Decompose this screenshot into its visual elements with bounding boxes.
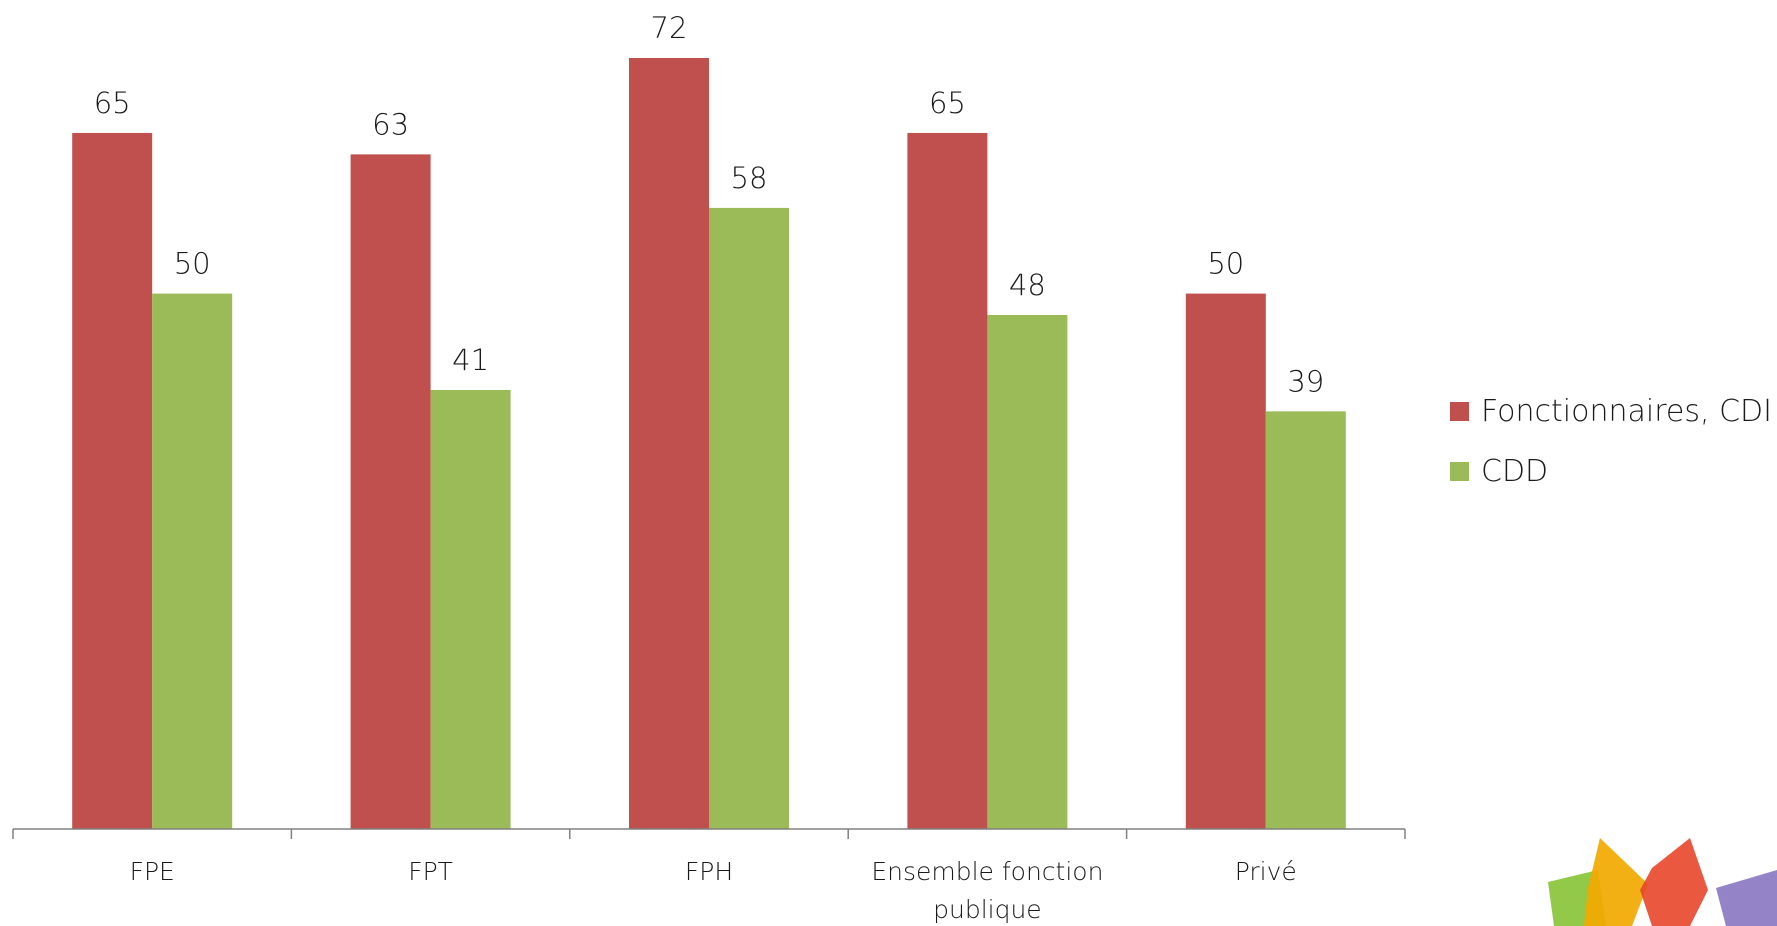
legend-item-fonctionnaires-cdi: Fonctionnaires, CDI	[1450, 393, 1772, 429]
data-label: 50	[1207, 247, 1244, 281]
data-label: 63	[372, 107, 409, 141]
category-labels-group: FPE FPT FPH Ensemble fonction publique Privé	[130, 857, 1297, 924]
bars-group	[72, 58, 1346, 830]
category-label: Privé	[1235, 857, 1297, 886]
legend-item-cdd: CDD	[1450, 453, 1772, 489]
data-label: 41	[452, 343, 489, 377]
data-label: 39	[1287, 364, 1324, 398]
colorful-squares-logo-icon	[1548, 838, 1777, 926]
legend-swatch-fonctionnaires-cdi	[1450, 401, 1469, 421]
category-label: publique	[933, 895, 1042, 924]
value-labels-group: 65 50 63 41 72 58 65 48 50 39	[94, 11, 1325, 398]
legend-label: Fonctionnaires, CDI	[1481, 393, 1772, 429]
category-label: Ensemble fonction	[871, 857, 1103, 886]
data-label: 48	[1009, 268, 1046, 302]
bar	[1265, 411, 1346, 829]
data-label: 65	[929, 86, 966, 120]
bar	[430, 389, 511, 829]
data-label: 58	[731, 161, 768, 195]
bar	[709, 207, 789, 829]
legend-label: CDD	[1481, 453, 1549, 489]
category-label: FPT	[408, 857, 453, 886]
data-label: 50	[174, 247, 211, 281]
data-label: 72	[651, 11, 688, 45]
legend-swatch-cdd	[1450, 461, 1469, 481]
bar	[152, 293, 233, 829]
x-axis	[12, 828, 1406, 839]
bar	[907, 132, 988, 830]
category-label: FPE	[130, 857, 175, 886]
bar	[629, 58, 709, 829]
legend: Fonctionnaires, CDI CDD	[1450, 394, 1772, 514]
bar	[1185, 293, 1266, 829]
bar	[350, 154, 431, 829]
category-label: FPH	[685, 857, 733, 886]
bar	[72, 132, 153, 830]
bar	[987, 315, 1068, 829]
data-label: 65	[94, 86, 131, 120]
